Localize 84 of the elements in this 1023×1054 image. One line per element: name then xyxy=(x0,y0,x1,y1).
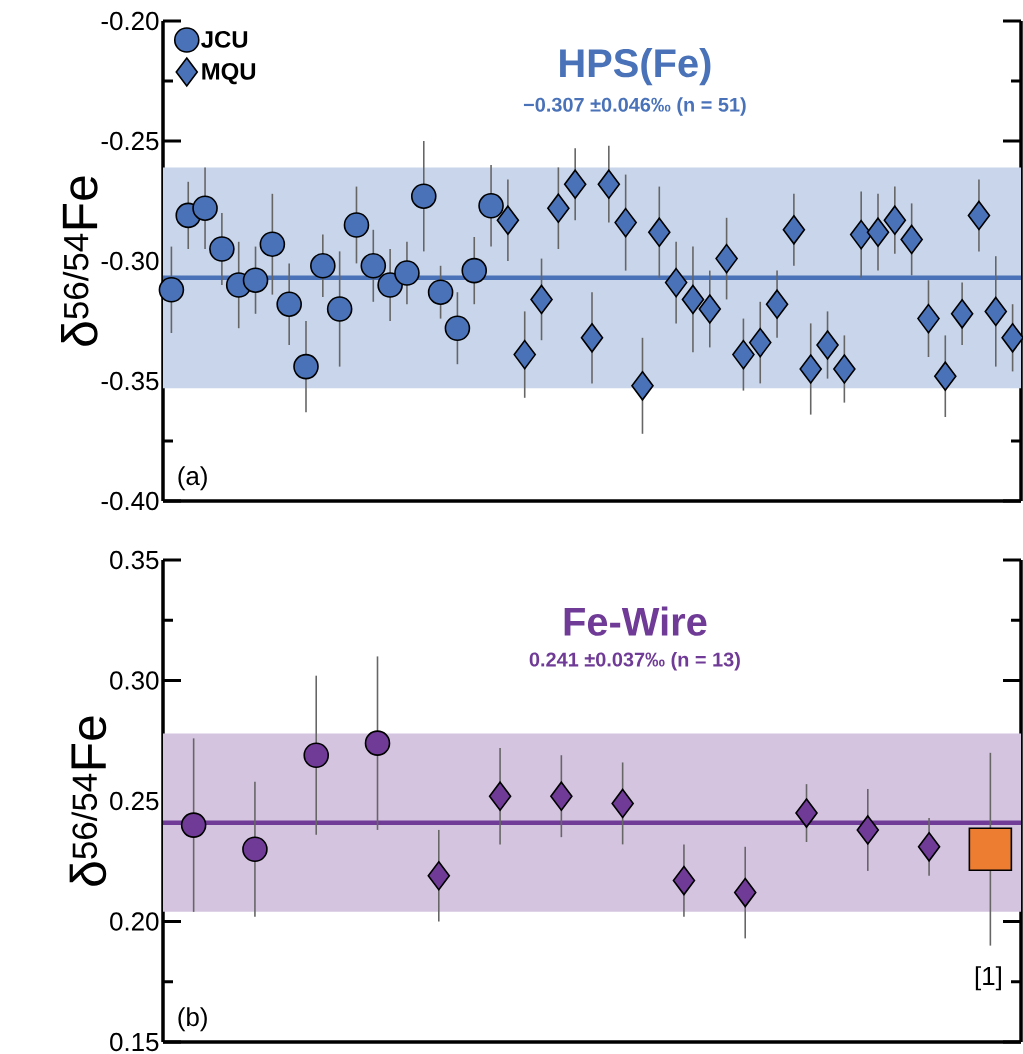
annotation: (a) xyxy=(178,466,207,491)
point xyxy=(427,279,454,305)
point xyxy=(900,224,923,255)
point xyxy=(968,827,1013,872)
point xyxy=(242,836,268,863)
point xyxy=(303,742,330,769)
point xyxy=(530,284,553,315)
point xyxy=(377,272,403,298)
point xyxy=(833,354,856,384)
point xyxy=(816,330,839,360)
point xyxy=(496,205,520,235)
point xyxy=(917,832,941,862)
point xyxy=(364,730,391,756)
point xyxy=(394,260,420,286)
point xyxy=(326,296,353,322)
y-tick-label: -0.20 xyxy=(101,11,159,31)
point xyxy=(488,781,512,811)
point xyxy=(849,219,873,250)
text: Fe-Wire xyxy=(564,606,707,636)
y-tick-label: -0.35 xyxy=(101,371,159,391)
point xyxy=(1001,323,1023,353)
point xyxy=(732,339,755,370)
point xyxy=(410,183,437,209)
point xyxy=(984,296,1008,327)
y-tick-label: 0.25 xyxy=(110,791,159,811)
point xyxy=(917,303,940,334)
point xyxy=(648,217,671,247)
point xyxy=(427,860,451,891)
point xyxy=(614,207,637,238)
point xyxy=(715,243,738,274)
point xyxy=(461,257,488,284)
point xyxy=(547,193,570,223)
point xyxy=(310,253,336,279)
y-axis-title: δ$^{56/54}$Fe xyxy=(61,176,98,346)
point xyxy=(478,193,504,219)
point xyxy=(856,815,880,845)
point xyxy=(259,231,286,257)
point xyxy=(799,354,823,384)
y-axis-title: δ$^{56/54}$Fe xyxy=(69,716,107,886)
point xyxy=(550,781,573,811)
y-tick-label: 0.35 xyxy=(110,550,159,570)
point xyxy=(597,169,621,199)
legend-label: MQU xyxy=(202,62,256,85)
point xyxy=(883,205,907,235)
point xyxy=(580,323,604,353)
y-tick-label: -0.30 xyxy=(101,251,159,271)
point xyxy=(733,877,757,908)
point xyxy=(672,865,696,896)
y-tick-label: -0.25 xyxy=(101,131,159,151)
legend-label: JCU xyxy=(201,30,248,48)
y-tick-label: 0.20 xyxy=(110,912,159,931)
annotation: (b) xyxy=(178,1007,207,1032)
point xyxy=(360,253,387,279)
point xyxy=(563,169,587,199)
point xyxy=(180,812,207,838)
point xyxy=(698,294,722,324)
text: 0.241 ±0.037‰ (n = 13) xyxy=(529,651,740,671)
y-tick-label: -0.40 xyxy=(101,491,159,511)
y-tick-label: 0.30 xyxy=(110,671,159,690)
point xyxy=(513,339,537,370)
point xyxy=(934,361,957,392)
point xyxy=(343,212,370,238)
text: −0.307 ±0.046‰ (n = 51) xyxy=(523,97,746,116)
point xyxy=(664,267,688,298)
point xyxy=(866,217,890,247)
point xyxy=(765,289,789,319)
point xyxy=(967,200,991,231)
point xyxy=(748,327,772,358)
point xyxy=(209,236,235,262)
point xyxy=(192,195,218,221)
y-tick-label: 0.15 xyxy=(110,1032,159,1052)
point xyxy=(158,277,185,303)
point xyxy=(782,215,806,245)
point xyxy=(795,798,818,828)
point xyxy=(611,788,634,819)
point xyxy=(681,284,705,315)
annotation: [1] xyxy=(975,966,1001,991)
point xyxy=(950,299,974,329)
point xyxy=(276,291,302,317)
text: HPS(Fe) xyxy=(560,48,711,86)
point xyxy=(293,353,319,380)
point xyxy=(444,315,471,342)
point xyxy=(242,267,269,293)
point xyxy=(631,371,654,401)
